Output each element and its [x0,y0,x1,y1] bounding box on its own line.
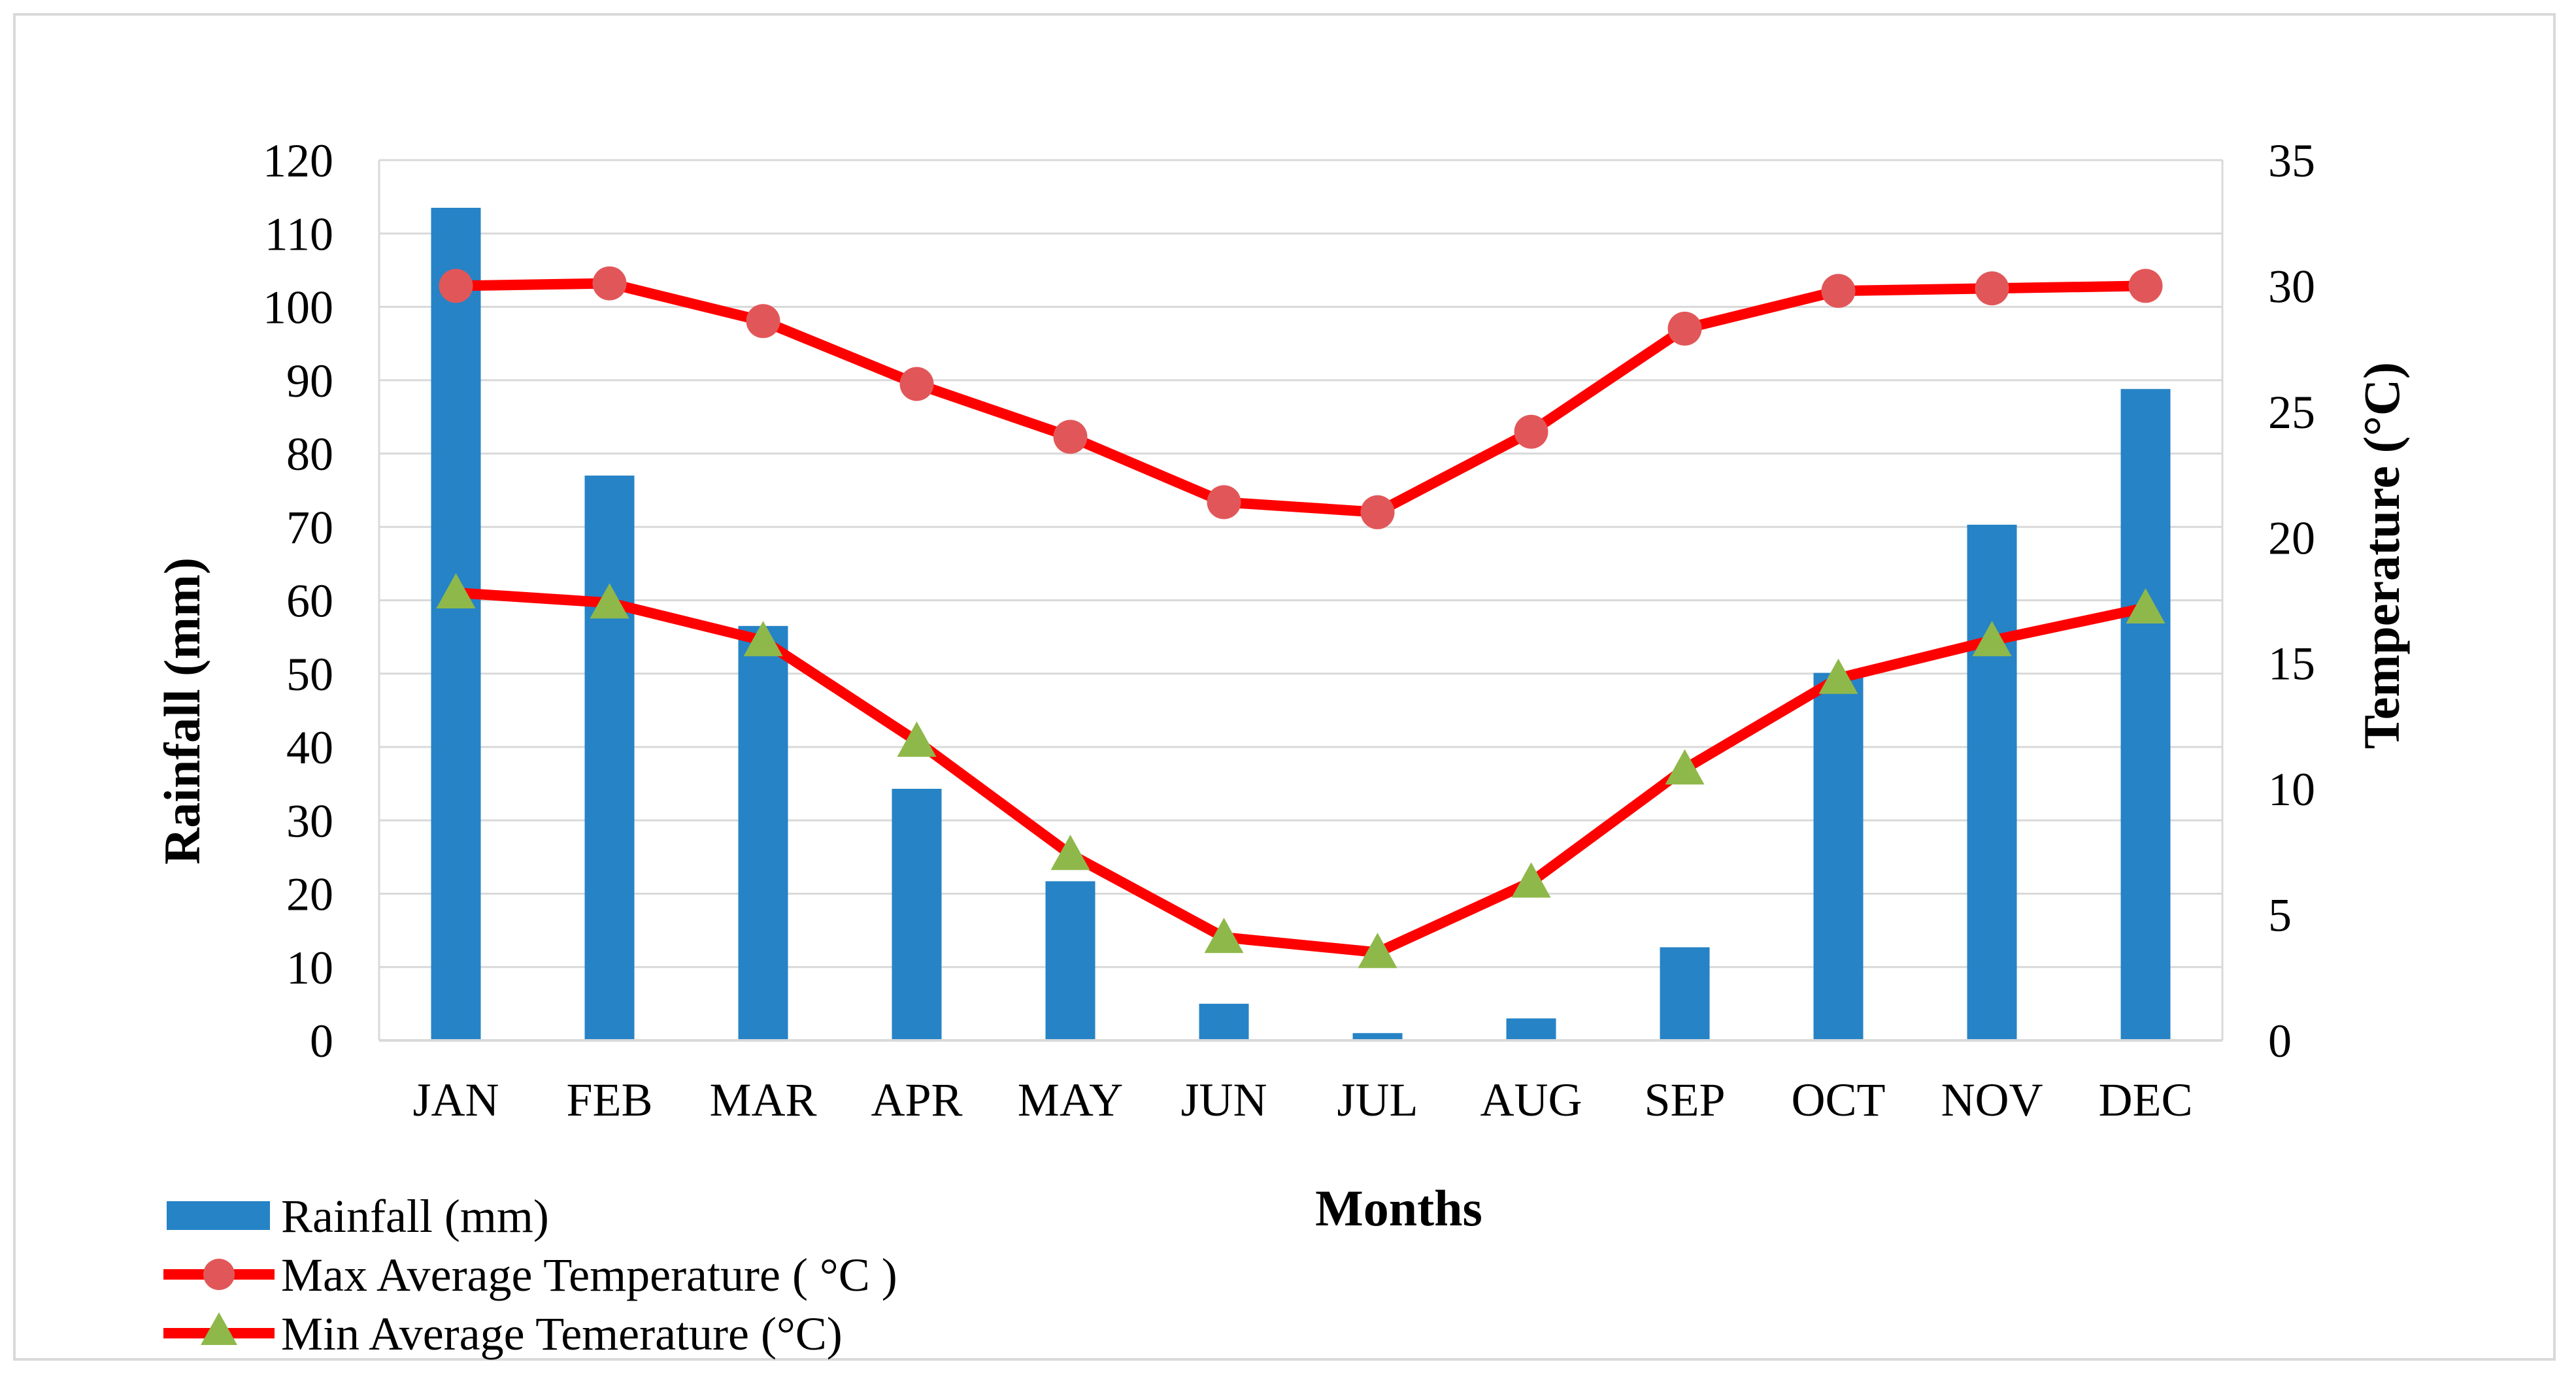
left-tick-label-40: 40 [286,722,333,774]
rainfall-bars [431,207,2171,1040]
x-tick-label-jul: JUL [1337,1074,1418,1126]
max-temp-point-jan [439,269,473,303]
left-tick-label-0: 0 [310,1015,333,1067]
rainfall-bar-jul [1352,1033,1403,1040]
min-temp-point-nov [1972,621,2012,657]
min-temp-point-aug [1511,862,1551,898]
rainfall-bar-sep [1660,947,1710,1040]
x-tick-label-sep: SEP [1644,1074,1725,1126]
left-axis-ticks: 0 10 20 30 40 50 60 70 80 90 100 110 120 [263,135,333,1067]
rainfall-bar-dec [2120,389,2171,1040]
rainfall-bar-may [1045,881,1096,1040]
left-tick-label-10: 10 [286,942,333,994]
max-temp-point-jul [1360,495,1395,529]
x-tick-label-may: MAY [1018,1074,1123,1126]
right-tick-label-15: 15 [2268,638,2315,690]
max-temp-point-apr [899,367,934,401]
left-tick-label-80: 80 [286,428,333,480]
min-temp-point-mar [743,621,783,657]
rainfall-bar-mar [738,625,788,1040]
left-tick-label-90: 90 [286,355,333,407]
left-tick-label-70: 70 [286,501,333,554]
legend-label-max-temp: Max Average Temperature ( °C ) [281,1249,897,1301]
x-axis-title: Months [1315,1180,1482,1236]
right-tick-label-20: 20 [2268,512,2315,564]
legend-label-rainfall: Rainfall (mm) [281,1190,549,1242]
left-tick-label-120: 120 [263,135,333,187]
min-temp-point-apr [897,722,937,757]
chart-frame [13,13,2556,1361]
max-temp-point-feb [592,266,627,301]
legend-label-min-temp: Min Average Temerature (°C) [281,1308,843,1360]
min-temp-point-feb [590,583,629,619]
left-tick-label-30: 30 [286,795,333,847]
right-tick-label-10: 10 [2268,763,2315,816]
max-temp-point-oct [1821,274,1856,308]
rainfall-bar-feb [584,475,635,1040]
rainfall-bar-jan [431,207,481,1040]
min-temp-line [450,587,2151,958]
x-tick-label-aug: AUG [1480,1074,1582,1126]
max-temp-point-nov [1975,271,2009,306]
x-tick-label-jan: JAN [412,1074,499,1126]
rainfall-bar-apr [892,788,942,1040]
x-tick-label-mar: MAR [709,1074,816,1126]
x-tick-label-jun: JUN [1180,1074,1267,1126]
min-temp-point-sep [1665,749,1705,785]
min-temp-point-oct [1818,658,1858,694]
min-temp-point-jun [1204,918,1244,954]
max-temp-point-sep [1667,311,1702,346]
rainfall-bar-nov [1967,524,2017,1040]
legend-swatch-rainfall [167,1201,270,1230]
legend-item-max-temp: Max Average Temperature ( °C ) [163,1249,897,1301]
x-tick-label-oct: OCT [1792,1074,1886,1126]
max-temp-line [450,278,2151,518]
max-temp-point-may [1053,420,1088,454]
left-tick-label-50: 50 [286,648,333,701]
rainfall-bar-jun [1199,1003,1249,1040]
rainfall-bar-oct [1813,672,1864,1040]
left-tick-label-110: 110 [265,208,333,260]
legend: Rainfall (mm) Max Average Temperature ( … [163,1190,897,1360]
rainfall-bar-aug [1506,1018,1556,1040]
min-temp-point-may [1050,835,1090,871]
left-tick-label-100: 100 [263,282,333,334]
right-tick-label-35: 35 [2268,135,2315,187]
left-tick-label-20: 20 [286,869,333,921]
legend-marker-min-temp [201,1312,237,1345]
right-tick-label-25: 25 [2268,386,2315,439]
max-temp-point-jun [1207,485,1241,520]
legend-marker-max-temp [203,1259,235,1290]
right-tick-label-5: 5 [2268,889,2292,942]
min-temp-point-jul [1358,933,1397,969]
right-tick-label-30: 30 [2268,260,2315,312]
max-temp-point-dec [2128,269,2163,303]
x-tick-label-dec: DEC [2099,1074,2193,1126]
min-temp-point-jan [436,572,476,608]
min-temp-point-dec [2126,588,2166,624]
axes [378,160,2224,1042]
x-tick-label-feb: FEB [566,1074,652,1126]
x-tick-label-nov: NOV [1941,1074,2043,1126]
x-tick-label-apr: APR [871,1074,962,1126]
left-axis-title: Rainfall (mm) [154,557,210,865]
legend-item-rainfall: Rainfall (mm) [167,1190,549,1242]
max-temp-point-mar [746,304,780,339]
x-axis-ticks: JAN FEB MAR APR MAY JUN JUL AUG SEP OCT NOV DEC [412,1074,2192,1126]
left-tick-label-60: 60 [286,575,333,627]
right-tick-label-0: 0 [2268,1015,2292,1067]
gridlines [379,159,2222,969]
max-temp-point-aug [1514,414,1548,449]
right-axis-title: Temperature (°C) [2353,362,2410,749]
temperature-lines [436,266,2166,969]
right-axis-ticks: 0 5 10 15 20 25 30 35 [2268,135,2315,1067]
legend-item-min-temp: Min Average Temerature (°C) [163,1308,843,1360]
